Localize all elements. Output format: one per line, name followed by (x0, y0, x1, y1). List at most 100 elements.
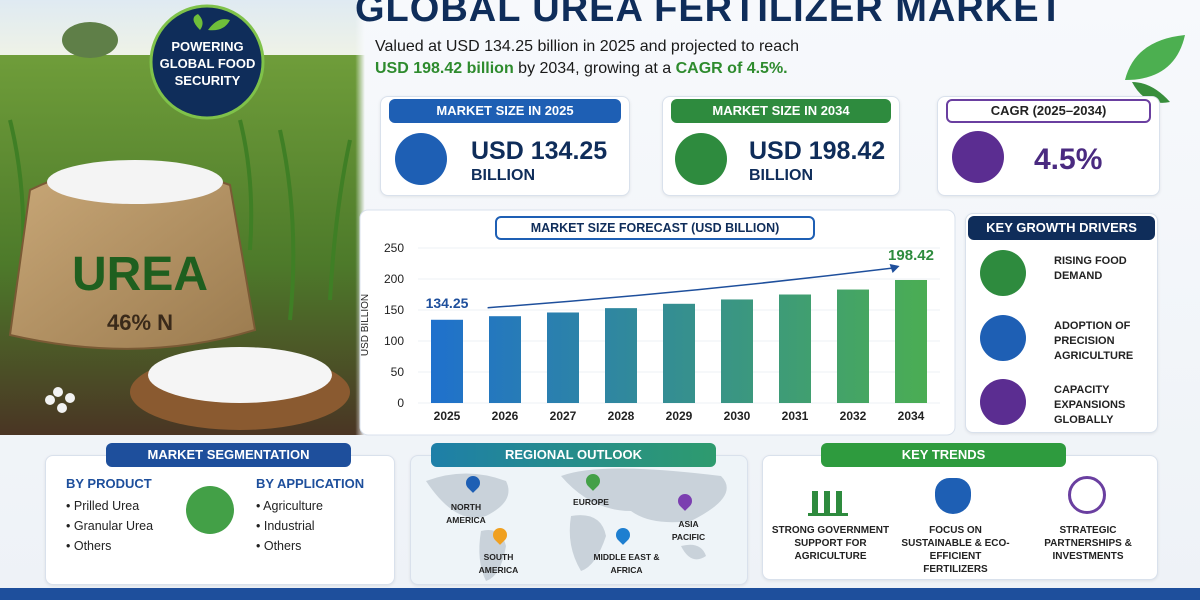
item-text: Others (73, 539, 112, 553)
x-tick-label: 2025 (434, 409, 461, 423)
region-label: EUROPE (573, 497, 609, 507)
leaf-icon (1125, 35, 1185, 103)
item-text: Granular Urea (73, 519, 154, 533)
stat-label: CAGR (2025–2034) (946, 99, 1151, 123)
group-item: • Prilled Urea (66, 499, 140, 513)
driver-icon (980, 379, 1026, 425)
stat-icon (952, 131, 1004, 183)
stat-card: MARKET SIZE IN 2025 USD 134.25 BILLION (380, 96, 630, 196)
bar (663, 303, 695, 403)
chart-title: MARKET SIZE FORECAST (USD BILLION) (495, 216, 815, 240)
stat-card: MARKET SIZE IN 2034 USD 198.42 BILLION (662, 96, 900, 196)
x-tick-label: 2034 (898, 409, 925, 423)
stat-card: CAGR (2025–2034) 4.5% (937, 96, 1160, 196)
region-label: MIDDLE EAST & AFRICA (593, 552, 660, 575)
item-text: Industrial (263, 519, 315, 533)
group-item: • Others (256, 539, 302, 553)
x-tick-label: 2029 (666, 409, 693, 423)
driver-icon (980, 315, 1026, 361)
badge: POWERING GLOBAL FOOD SECURITY (159, 39, 256, 88)
regional-panel: NORTH AMERICA EUROPE ASIA PACIFIC SOUTH … (410, 443, 748, 585)
summary-line1: Valued at USD 134.25 billion in 2025 and… (375, 38, 799, 55)
x-tick-label: 2031 (782, 409, 809, 423)
y-tick-label: 100 (384, 334, 404, 348)
drivers-panel: KEY GROWTH DRIVERS RISING FOOD DEMAND AD… (965, 213, 1158, 433)
segmentation-panel: MARKET SEGMENTATION BY PRODUCT • Prilled… (45, 443, 395, 585)
group-title: BY APPLICATION (256, 476, 365, 491)
trend-text: FOCUS ON SUSTAINABLE & ECO-EFFICIENT FER… (901, 525, 1010, 575)
summary-highlight: CAGR of 4.5%. (675, 60, 788, 77)
bar (721, 299, 753, 403)
bar (895, 279, 927, 403)
item-text: Prilled Urea (73, 499, 140, 513)
y-tick-label: 250 (384, 241, 404, 255)
driver-text: CAPACITY EXPANSIONS GLOBALLY (1054, 384, 1126, 426)
stat-value: USD 198.42 (749, 137, 886, 165)
chart: 0 50 100 150 200 250 USD BILLION 2025 134.25 2026… (360, 241, 940, 423)
y-tick-label: 0 (397, 396, 404, 410)
drivers-title: KEY GROWTH DRIVERS (968, 216, 1155, 240)
driver-text: ADOPTION OF PRECISION AGRICULTURE (1054, 320, 1134, 362)
bar (489, 316, 521, 403)
x-tick-label: 2026 (492, 409, 519, 423)
y-tick-label: 200 (384, 272, 404, 286)
photo: UREA 46% N (0, 0, 365, 435)
bar (605, 308, 637, 403)
world-map (426, 468, 727, 581)
summary-text: by 2034, growing at a (513, 60, 676, 77)
footer-bar (0, 588, 1200, 600)
item-text: Others (263, 539, 302, 553)
arrow-head (889, 263, 900, 273)
stat-unit: BILLION (749, 167, 813, 184)
trend-icon (1068, 476, 1106, 514)
seg-icon (186, 486, 234, 534)
trends-title: KEY TRENDS (821, 443, 1066, 467)
x-tick-label: 2030 (724, 409, 751, 423)
sack-sub: 46% N (107, 310, 173, 335)
stat-label: MARKET SIZE IN 2034 (671, 99, 891, 123)
group-item: • Industrial (256, 519, 315, 533)
y-axis-label: USD BILLION (360, 294, 371, 356)
stat-value: 4.5% (1034, 143, 1103, 176)
stat-icon (675, 133, 727, 185)
group-title: BY PRODUCT (66, 476, 152, 491)
sack-label: UREA (72, 248, 208, 301)
trend-icon (808, 476, 848, 516)
x-tick-label: 2028 (608, 409, 635, 423)
trend-text: STRONG GOVERNMENT SUPPORT FOR AGRICULTUR… (771, 525, 890, 562)
stat-value: USD 134.25 (471, 137, 608, 165)
driver-icon (980, 250, 1026, 296)
trend-arrow (487, 267, 894, 309)
value-label: 198.42 (888, 247, 934, 264)
y-tick-label: 50 (391, 365, 405, 379)
segmentation-title: MARKET SEGMENTATION (106, 443, 351, 467)
trend-icon (935, 478, 971, 514)
regional-title: REGIONAL OUTLOOK (431, 443, 716, 467)
stat-unit: BILLION (471, 167, 535, 184)
bar (431, 319, 463, 403)
stat-label: MARKET SIZE IN 2025 (389, 99, 621, 123)
bar (547, 312, 579, 403)
title: GLOBAL UREA FERTILIZER MARKET (355, 0, 1064, 30)
trends-panel: KEY TRENDS STRONG GOVERNMENT SUPPORT FOR… (762, 443, 1158, 580)
y-tick-label: 150 (384, 303, 404, 317)
item-text: Agriculture (263, 499, 323, 513)
group-item: • Agriculture (256, 499, 323, 513)
bar (779, 294, 811, 403)
region-label: NORTH AMERICA (446, 502, 486, 525)
summary-line2: USD 198.42 billion by 2034, growing at a… (375, 60, 788, 78)
group-item: • Others (66, 539, 112, 553)
summary-highlight: USD 198.42 billion (375, 60, 514, 77)
driver-text: RISING FOOD DEMAND (1054, 255, 1127, 282)
group-item: • Granular Urea (66, 519, 154, 533)
value-label: 134.25 (426, 295, 469, 311)
trend-text: STRATEGIC PARTNERSHIPS & INVESTMENTS (1044, 525, 1132, 562)
x-tick-label: 2027 (550, 409, 577, 423)
region-label: ASIA PACIFIC (671, 519, 706, 542)
stat-icon (395, 133, 447, 185)
x-tick-label: 2032 (840, 409, 867, 423)
bar (837, 289, 869, 403)
region-label: SOUTH AMERICA (478, 552, 519, 575)
